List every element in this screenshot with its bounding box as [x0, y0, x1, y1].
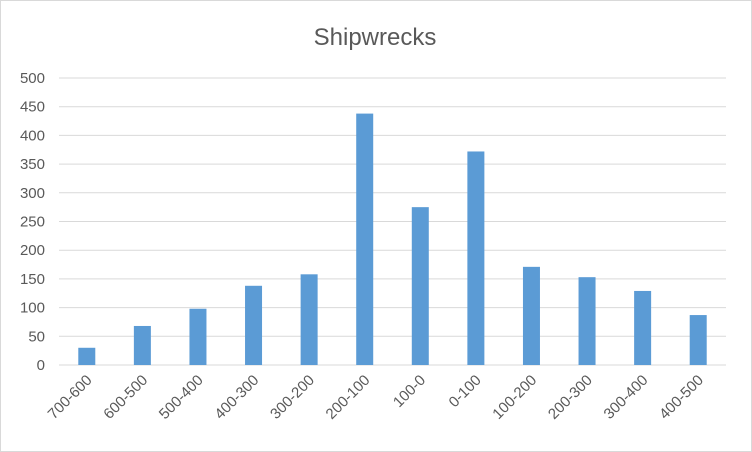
y-tick-label: 250 [20, 214, 45, 231]
y-tick-label: 100 [20, 300, 45, 317]
x-tick-label: 200-100 [323, 372, 374, 423]
x-tick-label: 700-600 [45, 372, 96, 423]
y-tick-label: 350 [20, 156, 45, 173]
y-tick-label: 50 [28, 328, 45, 345]
bar-300-400 [634, 290, 652, 365]
y-tick-label: 200 [20, 242, 45, 259]
bar-200-100 [356, 113, 374, 365]
y-tick-label: 0 [37, 357, 45, 374]
x-tick-label: 100-200 [489, 372, 540, 423]
bar-0-100 [467, 151, 485, 365]
x-tick-label: 400-500 [656, 372, 707, 423]
x-tick-label: 400-300 [211, 372, 262, 423]
bar-100-200 [522, 266, 540, 365]
x-tick-label: 300-400 [600, 372, 651, 423]
y-tick-label: 300 [20, 185, 45, 202]
x-tick-label: 600-500 [100, 372, 151, 423]
bar-500-400 [189, 308, 207, 365]
y-tick-label: 150 [20, 271, 45, 288]
gridlines [59, 77, 726, 366]
bar-700-600 [78, 347, 96, 365]
bar-200-300 [578, 277, 596, 365]
x-tick-label: 300-200 [267, 372, 318, 423]
x-tick-label: 100-0 [390, 372, 429, 411]
bar-300-200 [300, 274, 318, 365]
bar-400-500 [689, 315, 707, 365]
x-tick-label: 0-100 [446, 372, 485, 411]
chart-title: Shipwrecks [314, 24, 437, 51]
y-tick-label: 500 [20, 70, 45, 87]
x-tick-label: 500-400 [156, 372, 207, 423]
bars [78, 113, 707, 365]
bar-600-500 [133, 325, 151, 365]
y-tick-label: 400 [20, 127, 45, 144]
bar-400-300 [245, 285, 263, 365]
x-tick-label: 200-300 [545, 372, 596, 423]
bar-100-0 [411, 207, 429, 365]
y-axis-ticks: 0 50 100 150 200 250 300 350 400 450 500 [20, 70, 45, 374]
y-tick-label: 450 [20, 99, 45, 116]
x-axis-ticks: 700-600 600-500 500-400 400-300 300-200 200-1… [45, 372, 707, 423]
